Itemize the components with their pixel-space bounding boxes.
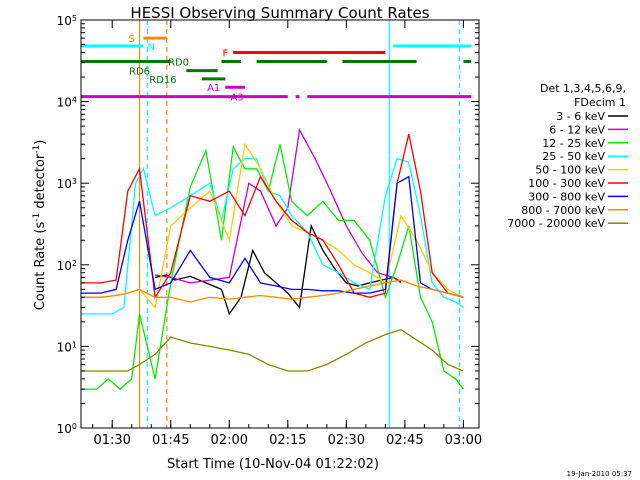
annotation-label-s: S [129, 34, 135, 45]
legend-label-8: 7000 - 20000 keV [507, 217, 605, 230]
x-axis-label: Start Time (10-Nov-04 01:22:02) [167, 457, 379, 472]
legend-label-3: 25 - 50 keV [542, 150, 605, 163]
axes: 100 101 102 103 104 105 01:30 01:45 02:00 02:15 02… [57, 14, 483, 449]
annotation-label-f: F [222, 48, 228, 59]
annotation-label-rd0: RD0 [168, 58, 189, 69]
y-axis-label-sup2: -1 [32, 145, 42, 154]
x-tick-label-3: 02:15 [269, 433, 306, 448]
y-axis-label-end: ) [33, 140, 48, 145]
y-tick-label-4: 104 [57, 95, 77, 110]
series-line-0 [154, 223, 402, 316]
x-tick-label-4: 02:30 [328, 433, 365, 448]
plot-area [81, 20, 464, 428]
annotation-label-a1: A1 [207, 83, 220, 94]
series-line-4 [81, 142, 464, 309]
series-line-6 [81, 175, 464, 298]
legend-label-7: 800 - 7000 keV [521, 204, 605, 217]
chart-title: HESSI Observing Summary Count Rates [130, 4, 429, 22]
y-axis-label-main: Count Rate (s [33, 222, 48, 311]
series-line-3 [81, 157, 464, 315]
series-line-2 [81, 144, 464, 390]
y-axis-label-sup1: -1 [32, 213, 42, 222]
x-tick-label-0: 01:30 [93, 433, 130, 448]
legend-header-line1: Det 1,3,4,5,6,9, [540, 82, 626, 95]
y-tick-label-5: 105 [57, 14, 77, 29]
annotation-label-n: N [147, 42, 154, 53]
legend-label-0: 3 - 6 keV [556, 110, 605, 123]
plot-frame [80, 19, 480, 429]
legend-label-4: 50 - 100 keV [535, 164, 605, 177]
series-line-7 [81, 279, 464, 303]
x-tick-label-1: 01:45 [152, 433, 189, 448]
legend-header-line2: FDecim 1 [574, 96, 626, 109]
legend-label-2: 12 - 25 keV [542, 137, 605, 150]
y-axis-label-mid: detector [33, 153, 48, 213]
series-line-5 [81, 133, 464, 300]
legend-label-6: 300 - 800 keV [528, 190, 605, 203]
y-tick-label-2: 102 [57, 258, 77, 273]
series-line-8 [81, 328, 464, 372]
x-tick-label-6: 03:00 [445, 433, 482, 448]
y-tick-label-0: 100 [57, 422, 77, 437]
y-tick-label-1: 101 [57, 340, 77, 355]
legend-label-1: 6 - 12 keV [549, 123, 605, 136]
annotation-label-rd6: RD6 [129, 67, 150, 78]
y-tick-label-3: 103 [57, 177, 77, 192]
y-axis-label: Count Rate (s-1 detector-1) [32, 140, 48, 311]
x-tick-label-5: 02:45 [386, 433, 423, 448]
legend-label-5: 100 - 300 keV [528, 177, 605, 190]
annotation-label-a3: A3 [230, 93, 243, 104]
x-tick-label-2: 02:00 [211, 433, 248, 448]
annotation-label-rd16: RD16 [149, 75, 176, 86]
generated-timestamp: 19-Jan-2010 05:37 [567, 470, 632, 478]
